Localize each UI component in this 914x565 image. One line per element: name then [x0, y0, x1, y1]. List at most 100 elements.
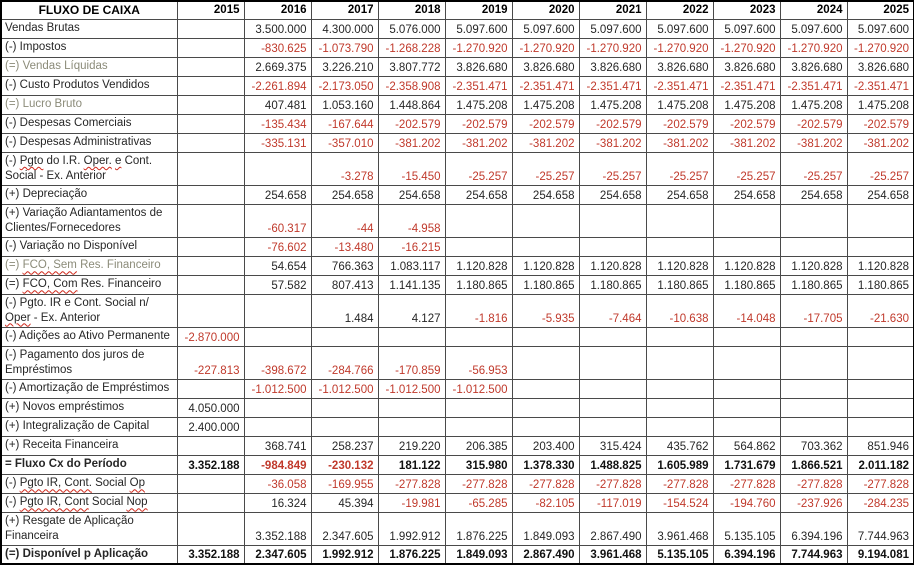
- value-cell-2015[interactable]: 4.050.000: [176, 397, 245, 418]
- value-cell-2025[interactable]: 254.658: [846, 184, 914, 205]
- value-cell-2025[interactable]: 9.194.081: [846, 544, 914, 565]
- row-label[interactable]: (-) Pgto IR, Cont. Social Op: [0, 473, 178, 494]
- value-cell-2019[interactable]: 1.849.093: [444, 544, 513, 565]
- value-cell-2022[interactable]: -202.579: [645, 113, 714, 134]
- value-cell-2020[interactable]: -2.351.471: [511, 75, 580, 96]
- value-cell-2017[interactable]: 807.413: [310, 274, 379, 295]
- value-cell-2022[interactable]: 1.475.208: [645, 94, 714, 115]
- value-cell-2019[interactable]: 206.385: [444, 435, 513, 456]
- value-cell-2018[interactable]: 1.141.135: [377, 274, 446, 295]
- value-cell-2019[interactable]: -1.270.920: [444, 37, 513, 58]
- year-header-2023[interactable]: 2023: [712, 0, 781, 20]
- value-cell-2016[interactable]: -135.434: [243, 113, 312, 134]
- year-header-2016[interactable]: 2016: [243, 0, 312, 20]
- value-cell-2020[interactable]: [511, 397, 580, 418]
- value-cell-2021[interactable]: 1.475.208: [578, 94, 647, 115]
- row-label[interactable]: (-) Custo Produtos Vendidos: [0, 75, 178, 96]
- value-cell-2020[interactable]: -5.935: [511, 293, 580, 328]
- value-cell-2021[interactable]: 5.097.600: [578, 18, 647, 39]
- row-label[interactable]: (=) Vendas Líquidas: [0, 56, 178, 77]
- value-cell-2018[interactable]: 1.992.912: [377, 511, 446, 546]
- value-cell-2019[interactable]: 1.876.225: [444, 511, 513, 546]
- value-cell-2016[interactable]: 254.658: [243, 184, 312, 205]
- value-cell-2019[interactable]: -65.285: [444, 492, 513, 513]
- value-cell-2025[interactable]: 2.011.182: [846, 454, 914, 475]
- year-header-2021[interactable]: 2021: [578, 0, 647, 20]
- value-cell-2020[interactable]: -277.828: [511, 473, 580, 494]
- value-cell-2025[interactable]: -21.630: [846, 293, 914, 328]
- value-cell-2017[interactable]: 45.394: [310, 492, 379, 513]
- row-label[interactable]: (-) Pgto. IR e Cont. Social n/ Oper - Ex…: [0, 293, 178, 328]
- value-cell-2016[interactable]: 16.324: [243, 492, 312, 513]
- value-cell-2016[interactable]: 368.741: [243, 435, 312, 456]
- value-cell-2024[interactable]: -1.270.920: [779, 37, 848, 58]
- value-cell-2017[interactable]: -230.132: [310, 454, 379, 475]
- value-cell-2015[interactable]: [176, 492, 245, 513]
- year-header-2020[interactable]: 2020: [511, 0, 580, 20]
- value-cell-2018[interactable]: -19.981: [377, 492, 446, 513]
- value-cell-2021[interactable]: 254.658: [578, 184, 647, 205]
- year-header-2022[interactable]: 2022: [645, 0, 714, 20]
- value-cell-2020[interactable]: -381.202: [511, 132, 580, 153]
- value-cell-2021[interactable]: 1.180.865: [578, 274, 647, 295]
- value-cell-2024[interactable]: 1.475.208: [779, 94, 848, 115]
- value-cell-2023[interactable]: 5.135.105: [712, 511, 781, 546]
- value-cell-2021[interactable]: [578, 345, 647, 380]
- value-cell-2021[interactable]: -277.828: [578, 473, 647, 494]
- row-label[interactable]: (-) Variação no Disponível: [0, 236, 178, 257]
- row-label[interactable]: (+) Integralização de Capital: [0, 416, 178, 437]
- value-cell-2016[interactable]: -1.012.500: [243, 378, 312, 399]
- value-cell-2018[interactable]: 4.127: [377, 293, 446, 328]
- value-cell-2020[interactable]: 1.180.865: [511, 274, 580, 295]
- value-cell-2015[interactable]: [176, 37, 245, 58]
- value-cell-2016[interactable]: [243, 416, 312, 437]
- value-cell-2019[interactable]: -277.828: [444, 473, 513, 494]
- value-cell-2020[interactable]: 3.826.680: [511, 56, 580, 77]
- value-cell-2017[interactable]: -13.480: [310, 236, 379, 257]
- value-cell-2016[interactable]: [243, 151, 312, 186]
- value-cell-2018[interactable]: 181.122: [377, 454, 446, 475]
- value-cell-2015[interactable]: [176, 94, 245, 115]
- value-cell-2018[interactable]: -2.358.908: [377, 75, 446, 96]
- value-cell-2023[interactable]: 564.862: [712, 435, 781, 456]
- value-cell-2015[interactable]: 2.400.000: [176, 416, 245, 437]
- value-cell-2016[interactable]: [243, 326, 312, 347]
- value-cell-2025[interactable]: -277.828: [846, 473, 914, 494]
- value-cell-2021[interactable]: [578, 326, 647, 347]
- value-cell-2020[interactable]: -1.270.920: [511, 37, 580, 58]
- value-cell-2018[interactable]: 1.448.864: [377, 94, 446, 115]
- value-cell-2022[interactable]: -381.202: [645, 132, 714, 153]
- value-cell-2016[interactable]: -335.131: [243, 132, 312, 153]
- value-cell-2015[interactable]: 3.352.188: [176, 544, 245, 565]
- value-cell-2020[interactable]: 1.475.208: [511, 94, 580, 115]
- value-cell-2024[interactable]: [779, 416, 848, 437]
- value-cell-2019[interactable]: 1.475.208: [444, 94, 513, 115]
- value-cell-2017[interactable]: -2.173.050: [310, 75, 379, 96]
- value-cell-2023[interactable]: 254.658: [712, 184, 781, 205]
- value-cell-2024[interactable]: -202.579: [779, 113, 848, 134]
- row-label[interactable]: (+) Depreciação: [0, 184, 178, 205]
- value-cell-2017[interactable]: -44: [310, 203, 379, 238]
- value-cell-2021[interactable]: [578, 416, 647, 437]
- value-cell-2018[interactable]: -1.268.228: [377, 37, 446, 58]
- value-cell-2022[interactable]: 5.097.600: [645, 18, 714, 39]
- value-cell-2021[interactable]: [578, 203, 647, 238]
- value-cell-2020[interactable]: 1.120.828: [511, 255, 580, 276]
- row-label[interactable]: (+) Novos empréstimos: [0, 397, 178, 418]
- value-cell-2020[interactable]: 1.378.330: [511, 454, 580, 475]
- year-header-2019[interactable]: 2019: [444, 0, 513, 20]
- value-cell-2025[interactable]: 1.475.208: [846, 94, 914, 115]
- value-cell-2021[interactable]: -202.579: [578, 113, 647, 134]
- value-cell-2025[interactable]: -25.257: [846, 151, 914, 186]
- value-cell-2020[interactable]: 1.849.093: [511, 511, 580, 546]
- value-cell-2024[interactable]: 1.866.521: [779, 454, 848, 475]
- value-cell-2015[interactable]: [176, 473, 245, 494]
- value-cell-2015[interactable]: 3.352.188: [176, 454, 245, 475]
- year-header-2018[interactable]: 2018: [377, 0, 446, 20]
- value-cell-2023[interactable]: 5.097.600: [712, 18, 781, 39]
- value-cell-2022[interactable]: [645, 416, 714, 437]
- value-cell-2021[interactable]: -25.257: [578, 151, 647, 186]
- value-cell-2019[interactable]: -2.351.471: [444, 75, 513, 96]
- value-cell-2022[interactable]: [645, 326, 714, 347]
- value-cell-2017[interactable]: 258.237: [310, 435, 379, 456]
